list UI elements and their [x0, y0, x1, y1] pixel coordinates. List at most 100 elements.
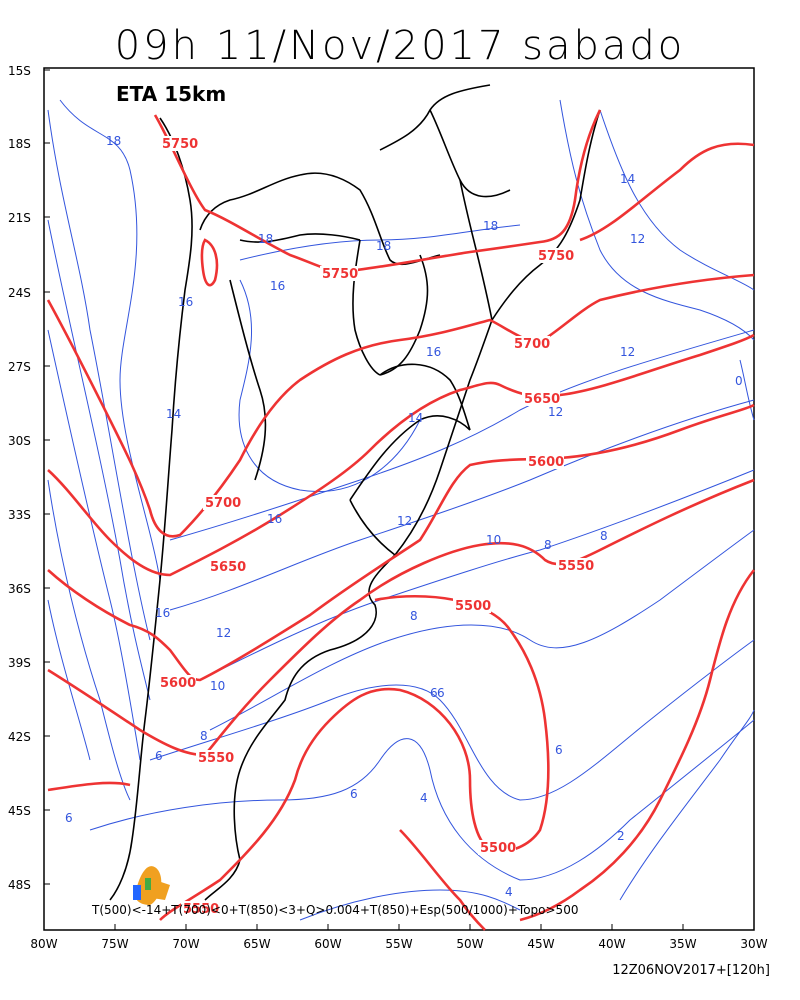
thickness-label: 18 — [483, 219, 498, 233]
geopotential-label: 5550 — [558, 559, 594, 574]
geopotential-label: 5750 — [538, 249, 574, 264]
thickness-label: 2 — [617, 829, 625, 843]
latitude-label: 27S — [8, 360, 31, 374]
thickness-label: 16 — [426, 345, 441, 359]
country-border — [349, 499, 396, 556]
thickness-label: 6 — [350, 787, 358, 801]
geopotential-label: 5600 — [160, 676, 196, 691]
thickness-label: 6 — [430, 686, 438, 700]
contour-label-background — [536, 248, 574, 263]
geopotential-contour-5550-south — [519, 569, 756, 922]
variable-legend: T(500)<-14+T(700)<0+T(850)<3+Q>0.004+T(8… — [91, 903, 578, 917]
latitude-label: 24S — [8, 286, 31, 300]
geopotential-labels: 5750 5750 5750 5700 5700 5650 5650 5600 5600 5550… — [158, 136, 594, 917]
thickness-label: 12 — [630, 232, 645, 246]
thickness-label: 16 — [267, 512, 282, 526]
plot-frame — [43, 67, 755, 931]
thickness-contour-line — [59, 99, 161, 581]
thickness-contour-line — [169, 329, 755, 541]
thickness-contour-line — [599, 109, 755, 291]
thickness-contour-line — [149, 639, 755, 801]
geopotential-contours — [46, 109, 756, 931]
thickness-contour-line — [89, 719, 755, 881]
geopotential-label: 5700 — [514, 337, 550, 352]
thickness-label: 18 — [106, 134, 121, 148]
longitude-label: 65W — [243, 937, 270, 951]
latitude-label: 48S — [8, 878, 31, 892]
thickness-label: 18 — [376, 239, 391, 253]
geopotential-label: 5550 — [183, 902, 219, 917]
contour-label-background — [512, 336, 550, 351]
longitude-label: 40W — [598, 937, 625, 951]
thickness-label: 16 — [178, 295, 193, 309]
geopotential-contour-south-left — [47, 781, 131, 792]
latitude-label: 21S — [8, 211, 31, 225]
geopotential-contour-5600 — [47, 403, 755, 682]
thickness-label: 14 — [620, 172, 635, 186]
thickness-contour-line — [238, 279, 421, 492]
thickness-label: 10 — [210, 679, 225, 693]
thickness-contour-line — [47, 329, 141, 761]
country-border — [379, 254, 429, 376]
thickness-contour-line — [47, 219, 151, 701]
thickness-contour-line — [169, 399, 755, 611]
model-label: ETA 15km — [116, 82, 226, 106]
thickness-contour-line — [739, 359, 755, 421]
geopotential-label: 5600 — [528, 455, 564, 470]
country-border — [299, 172, 441, 265]
thickness-label: 8 — [410, 609, 418, 623]
longitude-label: 35W — [669, 937, 696, 951]
south-america-coastline — [109, 117, 193, 901]
contour-label-background — [526, 454, 564, 469]
geopotential-label: 5700 — [205, 496, 241, 511]
thickness-label: 6 — [437, 686, 445, 700]
thickness-label: 12 — [216, 626, 231, 640]
longitude-label: 75W — [101, 937, 128, 951]
contour-label-background — [478, 840, 516, 855]
thickness-contour-line — [209, 529, 755, 731]
contour-label-background — [196, 750, 234, 765]
geopotential-label: 5500 — [480, 841, 516, 856]
latitude-label: 45S — [8, 804, 31, 818]
geopotential-contour-5750-a — [153, 109, 602, 274]
thickness-label: 8 — [600, 529, 608, 543]
latitude-label: 33S — [8, 508, 31, 522]
geopotential-contour-5700 — [46, 273, 755, 538]
precipitation-blob — [133, 866, 170, 905]
country-border — [239, 233, 361, 243]
thickness-label: 12 — [397, 514, 412, 528]
thickness-label: 8 — [544, 538, 552, 552]
latitude-label: 36S — [8, 582, 31, 596]
thickness-label: 6 — [555, 743, 563, 757]
thickness-label: 16 — [155, 606, 170, 620]
contour-label-background — [160, 136, 198, 151]
contour-label-background — [556, 558, 594, 573]
longitude-label: 80W — [30, 937, 57, 951]
thickness-contour-line — [299, 889, 521, 921]
country-border — [352, 239, 381, 376]
thickness-contour-line — [559, 99, 755, 341]
thickness-contour-line — [619, 709, 755, 901]
longitude-label: 70W — [172, 937, 199, 951]
contour-label-background — [453, 598, 491, 613]
longitude-label: 45W — [527, 937, 554, 951]
thickness-label: 12 — [620, 345, 635, 359]
latitude-label: 30S — [8, 434, 31, 448]
thickness-label: 4 — [505, 885, 513, 899]
thickness-label: 18 — [258, 232, 273, 246]
run-timestamp: 12Z06NOV2017+[120h] — [612, 963, 770, 978]
latitude-label: 15S — [8, 64, 31, 78]
thickness-contour-line — [47, 479, 131, 801]
thickness-label: 0 — [735, 374, 743, 388]
geopotential-label: 5500 — [455, 599, 491, 614]
country-border — [459, 179, 493, 321]
longitude-label: 55W — [385, 937, 412, 951]
contour-label-background — [522, 391, 560, 406]
thickness-labels: 18 18 18 18 16 16 16 16 16 14 14 14 12 12 12 12 12 10 10 8 8… — [65, 134, 743, 899]
geopotential-label: 5650 — [524, 392, 560, 407]
geopotential-contour-5550 — [47, 478, 755, 757]
contour-label-background — [208, 559, 246, 574]
thickness-label: 10 — [486, 533, 501, 547]
map-title: 09h 11/Nov/2017 sabado — [114, 23, 686, 69]
